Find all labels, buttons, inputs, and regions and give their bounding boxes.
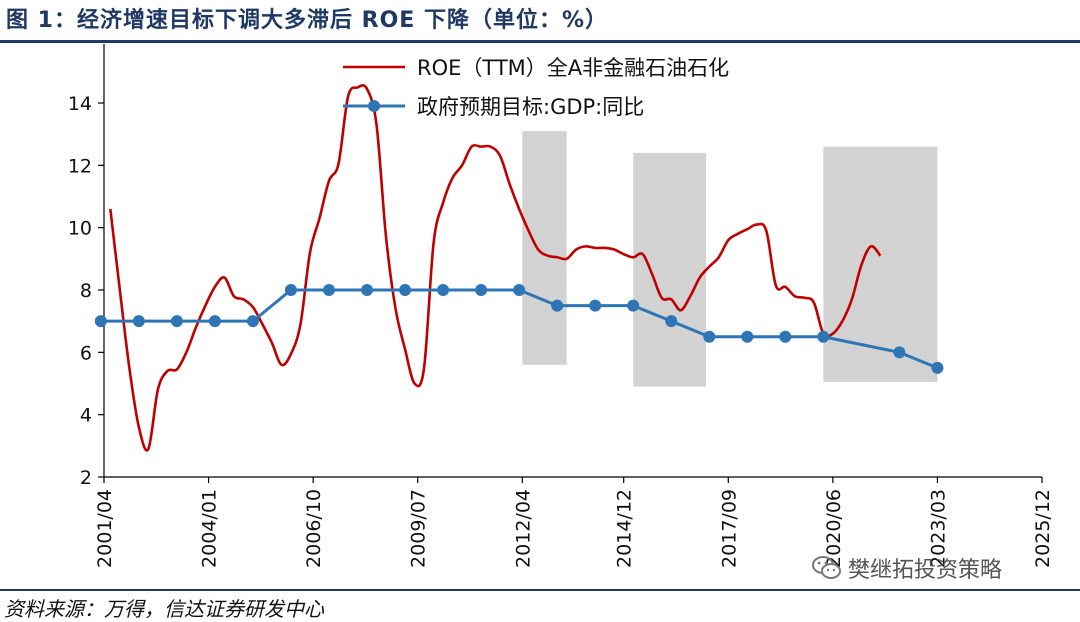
data-point-gdp-target	[931, 361, 944, 374]
data-point-gdp-target	[437, 284, 450, 296]
data-point-gdp-target	[94, 315, 107, 328]
data-point-gdp-target	[551, 299, 564, 312]
x-tick-label: 2020/06	[823, 489, 845, 568]
data-point-gdp-target	[399, 284, 412, 296]
data-point-gdp-target	[627, 299, 640, 312]
data-point-gdp-target	[513, 284, 526, 296]
data-point-gdp-target	[893, 346, 906, 359]
page-title: 图 1：经济增速目标下调大多滞后 ROE 下降（单位：%）	[6, 8, 609, 33]
y-tick-label: 8	[80, 280, 92, 302]
data-point-gdp-target	[817, 330, 830, 343]
footer-divider	[0, 589, 1080, 591]
x-tick-label: 2023/03	[927, 489, 949, 568]
data-point-gdp-target	[589, 299, 602, 312]
series-layer	[94, 84, 944, 452]
legend-label-gdp-target: 政府预期目标:GDP:同比	[417, 95, 644, 119]
data-point-gdp-target	[132, 315, 145, 328]
x-tick-label: 2004/01	[199, 489, 221, 568]
data-point-gdp-target	[208, 315, 221, 328]
source-note: 资料来源：万得，信达证券研发中心	[4, 597, 324, 621]
shaded-period-3	[823, 146, 938, 382]
y-tick-label: 14	[68, 93, 92, 115]
x-tick-label: 2014/12	[614, 489, 636, 568]
y-tick-label: 4	[80, 405, 92, 427]
data-point-gdp-target	[246, 315, 259, 328]
series-line-roe	[109, 84, 882, 452]
data-point-gdp-target	[322, 284, 335, 296]
legend-marker-gdp-target	[368, 100, 380, 112]
x-tick-label: 2006/10	[303, 489, 325, 568]
x-tick-label: 2001/04	[94, 489, 116, 568]
wechat-icon	[812, 556, 841, 579]
title-divider	[0, 40, 1080, 43]
roe-gdp-line-chart: 2 4 6 8 10 12 14 2001/04 2004/01 2006/10 2009/07 20…	[68, 44, 1054, 568]
data-point-gdp-target	[361, 284, 374, 296]
watermark-text: 樊继拓投资策略	[848, 558, 1003, 583]
x-tick-label: 2009/07	[408, 489, 430, 568]
shaded-period-1	[522, 131, 567, 365]
x-tick-label: 2025/12	[1032, 489, 1054, 568]
y-tick-label: 2	[80, 467, 92, 489]
y-tick-label: 12	[68, 155, 92, 177]
x-tick-label: 2012/04	[512, 489, 534, 568]
data-point-gdp-target	[741, 330, 754, 343]
legend-label-roe: ROE（TTM）全A非金融石油石化	[417, 56, 729, 80]
shaded-periods	[522, 131, 938, 387]
data-point-gdp-target	[665, 315, 678, 328]
y-tick-label: 6	[80, 342, 92, 364]
data-point-gdp-target	[284, 284, 297, 296]
data-point-gdp-target	[779, 330, 792, 343]
x-tick-label: 2017/09	[718, 489, 740, 568]
series-line-gdp-target	[100, 288, 938, 370]
data-point-gdp-target	[475, 284, 488, 296]
shaded-period-2	[633, 152, 707, 387]
data-point-gdp-target	[703, 330, 716, 343]
data-point-gdp-target	[170, 315, 183, 328]
y-tick-label: 10	[68, 218, 92, 240]
watermark: 樊继拓投资策略	[812, 552, 1002, 584]
chart-axes: 2 4 6 8 10 12 14 2001/04 2004/01 2006/10 2009/07 20…	[68, 44, 1054, 568]
